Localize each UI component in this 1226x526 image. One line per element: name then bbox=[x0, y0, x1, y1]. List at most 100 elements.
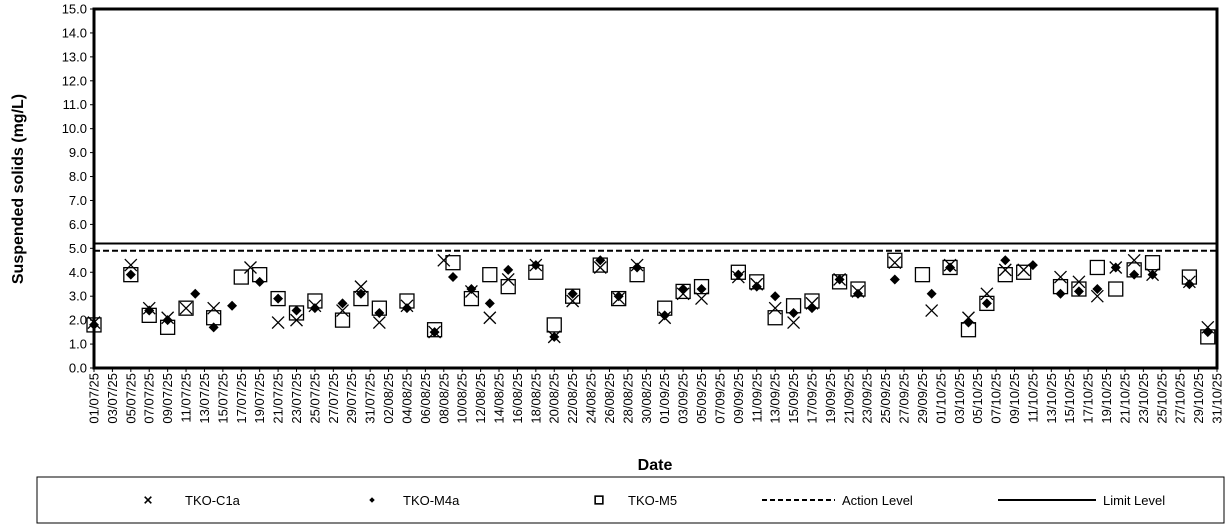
point-tko-c1a bbox=[372, 316, 386, 329]
point-tko-c1a bbox=[566, 294, 580, 308]
point-tko-m5 bbox=[500, 278, 516, 295]
point-tko-m5 bbox=[334, 312, 351, 328]
x-tick-label: 07/10/25 bbox=[989, 373, 1004, 424]
x-tick-label: 28/08/25 bbox=[620, 373, 635, 424]
x-tick-label: 29/07/25 bbox=[344, 373, 359, 424]
point-tko-m4a bbox=[190, 288, 201, 299]
x-tick-label: 21/07/25 bbox=[271, 373, 286, 424]
point-tko-m4a bbox=[447, 272, 458, 283]
point-tko-c1a bbox=[1109, 261, 1123, 274]
x-axis-title: Date bbox=[638, 457, 673, 474]
x-tick-label: 16/08/25 bbox=[510, 373, 525, 424]
x-tick-label: 02/08/25 bbox=[381, 373, 396, 424]
x-tick-label: 21/09/25 bbox=[841, 373, 856, 424]
point-tko-c1a bbox=[1054, 270, 1067, 284]
x-tick-label: 13/09/25 bbox=[768, 373, 783, 424]
x-tick-label: 01/10/25 bbox=[933, 373, 948, 424]
y-axis-title: Suspended solids (mg/L) bbox=[10, 94, 27, 284]
y-tick-label: 12.0 bbox=[62, 73, 87, 88]
point-tko-m4a bbox=[567, 288, 578, 299]
x-tick-label: 07/09/25 bbox=[712, 373, 727, 424]
legend-label-tko-m4a: TKO-M4a bbox=[403, 493, 460, 508]
point-tko-m5 bbox=[1089, 259, 1105, 276]
legend-label-action-level: Action Level bbox=[842, 493, 913, 508]
point-tko-m4a bbox=[770, 291, 781, 302]
point-tko-m4a bbox=[208, 322, 219, 333]
x-tick-label: 06/08/25 bbox=[418, 373, 433, 424]
point-tko-m5 bbox=[178, 300, 194, 316]
x-tick-label: 09/07/25 bbox=[160, 373, 175, 424]
point-tko-c1a bbox=[1072, 275, 1086, 289]
x-tick-label: 23/09/25 bbox=[860, 373, 875, 424]
point-tko-c1a bbox=[943, 258, 957, 272]
x-tick-label: 05/09/25 bbox=[694, 373, 709, 424]
point-tko-c1a bbox=[1146, 268, 1160, 282]
point-tko-c1a bbox=[658, 311, 672, 325]
point-tko-m4a bbox=[632, 262, 643, 273]
x-tick-label: 04/08/25 bbox=[399, 373, 414, 424]
point-tko-m4a bbox=[659, 310, 670, 321]
point-tko-m4a bbox=[1129, 269, 1140, 280]
point-tko-m5 bbox=[445, 255, 461, 271]
point-tko-c1a bbox=[833, 272, 847, 286]
point-tko-c1a bbox=[1182, 275, 1196, 289]
point-tko-c1a bbox=[593, 261, 607, 274]
point-tko-c1a bbox=[1017, 263, 1031, 277]
y-tick-label: 5.0 bbox=[69, 241, 87, 256]
point-tko-c1a bbox=[437, 253, 451, 267]
x-tick-label: 09/10/25 bbox=[1007, 373, 1022, 424]
point-tko-m4a bbox=[401, 303, 412, 314]
point-tko-m5 bbox=[270, 290, 286, 307]
x-tick-label: 03/09/25 bbox=[676, 373, 691, 424]
point-tko-c1a bbox=[676, 287, 690, 301]
point-tko-c1a bbox=[547, 330, 561, 344]
point-tko-m4a bbox=[355, 288, 366, 299]
point-tko-m5 bbox=[767, 310, 783, 326]
reference-lines bbox=[94, 242, 1217, 252]
point-tko-m4a bbox=[254, 276, 265, 287]
x-tick-label: 17/09/25 bbox=[804, 373, 819, 424]
point-tko-c1a bbox=[998, 263, 1012, 277]
point-tko-c1a bbox=[354, 280, 368, 294]
point-tko-m4a bbox=[374, 307, 385, 318]
point-tko-m4a bbox=[889, 274, 900, 285]
x-tick-label: 19/09/25 bbox=[823, 373, 838, 424]
y-tick-label: 11.0 bbox=[63, 97, 87, 112]
y-tick-label: 7.0 bbox=[69, 193, 87, 208]
point-tko-c1a bbox=[750, 277, 764, 291]
point-tko-c1a bbox=[851, 284, 865, 298]
legend-marker-tko-c1a bbox=[144, 496, 152, 504]
x-tick-label: 03/10/25 bbox=[952, 373, 967, 424]
point-tko-m5 bbox=[233, 269, 249, 285]
point-tko-c1a bbox=[179, 301, 193, 315]
point-tko-c1a bbox=[428, 325, 442, 339]
point-tko-m4a bbox=[788, 307, 799, 318]
x-tick-label: 27/09/25 bbox=[897, 373, 912, 424]
point-tko-m5 bbox=[1016, 264, 1032, 280]
point-tko-m4a bbox=[466, 284, 477, 295]
point-tko-c1a bbox=[336, 304, 349, 318]
x-tick-label: 15/07/25 bbox=[215, 373, 230, 424]
point-tko-m5 bbox=[979, 295, 995, 312]
legend-marker-tko-m5 bbox=[594, 495, 604, 505]
point-tko-c1a bbox=[124, 258, 138, 272]
x-tick-label: 13/07/25 bbox=[197, 373, 212, 424]
x-tick-label: 20/08/25 bbox=[547, 373, 562, 424]
y-tick-label: 15.0 bbox=[62, 2, 87, 17]
point-tko-m4a bbox=[1027, 260, 1038, 271]
point-tko-c1a bbox=[161, 311, 175, 325]
point-tko-m4a bbox=[733, 269, 744, 280]
legend-label-tko-m5: TKO-M5 bbox=[628, 493, 677, 508]
y-tick-label: 9.0 bbox=[69, 145, 87, 160]
x-tick-label: 01/09/25 bbox=[657, 373, 672, 424]
point-tko-m4a bbox=[484, 298, 495, 309]
x-tick-label: 05/10/25 bbox=[970, 373, 985, 424]
point-tko-m5 bbox=[914, 267, 931, 283]
y-tick-label: 6.0 bbox=[69, 217, 87, 232]
point-tko-c1a bbox=[612, 292, 626, 306]
x-tick-label: 03/07/25 bbox=[105, 373, 120, 424]
point-tko-m4a bbox=[337, 298, 348, 309]
x-tick-label: 22/08/25 bbox=[565, 373, 580, 424]
y-tick-label: 8.0 bbox=[69, 169, 87, 184]
